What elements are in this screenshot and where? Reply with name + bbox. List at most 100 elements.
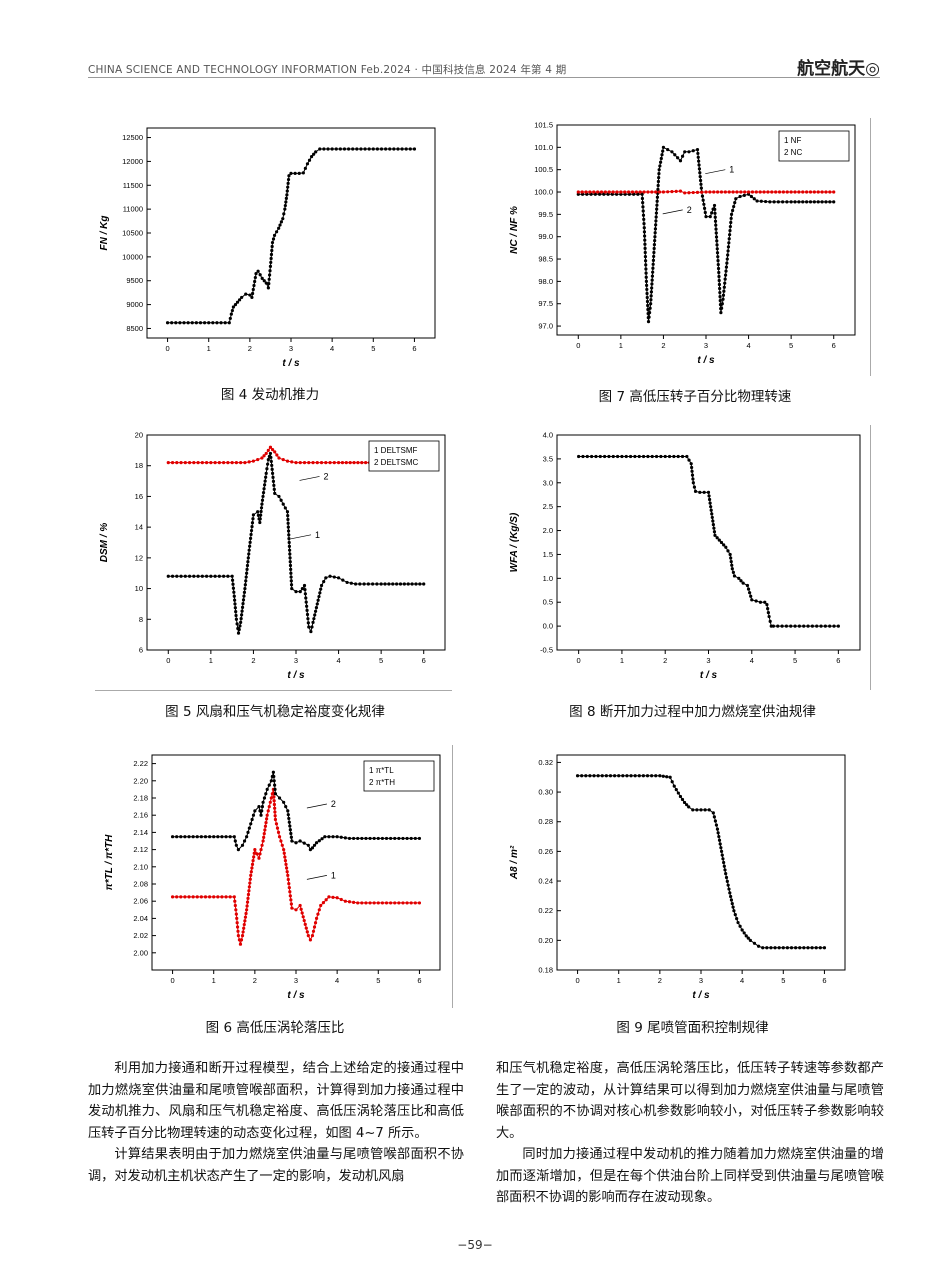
y-tick-label: 1.0 bbox=[543, 574, 553, 583]
data-point bbox=[762, 190, 766, 194]
data-point bbox=[264, 820, 268, 825]
data-point bbox=[268, 451, 273, 456]
annotation-label: 2 bbox=[331, 799, 336, 809]
data-point bbox=[318, 147, 322, 151]
data-point bbox=[275, 230, 279, 234]
data-point bbox=[265, 817, 269, 821]
data-point bbox=[720, 306, 724, 310]
data-point bbox=[305, 930, 309, 934]
x-tick-label: 1 bbox=[617, 976, 621, 985]
data-point bbox=[258, 517, 262, 521]
data-point bbox=[267, 783, 271, 787]
data-point bbox=[245, 908, 249, 912]
data-point bbox=[777, 190, 782, 194]
data-point bbox=[733, 201, 737, 205]
data-point bbox=[695, 808, 699, 812]
data-point bbox=[288, 894, 292, 898]
data-point bbox=[785, 946, 789, 950]
data-point bbox=[776, 200, 780, 204]
data-point bbox=[239, 620, 243, 624]
data-point bbox=[729, 220, 733, 225]
data-point bbox=[597, 192, 602, 196]
x-tick-label: 2 bbox=[661, 341, 665, 350]
data-point bbox=[715, 247, 719, 251]
data-point bbox=[768, 619, 772, 623]
data-point bbox=[257, 805, 261, 809]
data-point bbox=[712, 530, 717, 534]
data-point bbox=[256, 269, 260, 273]
data-point bbox=[229, 312, 233, 316]
annotation-label: 1 bbox=[331, 870, 336, 880]
x-tick-label: 4 bbox=[740, 976, 744, 985]
data-point bbox=[714, 823, 719, 827]
data-point bbox=[198, 321, 203, 325]
data-point bbox=[288, 828, 292, 832]
data-point bbox=[231, 582, 235, 586]
data-point bbox=[304, 600, 308, 604]
data-point bbox=[340, 461, 345, 465]
data-point bbox=[728, 552, 732, 557]
data-point bbox=[765, 603, 769, 607]
data-point bbox=[356, 461, 360, 465]
data-point bbox=[343, 836, 347, 840]
data-point bbox=[643, 255, 648, 259]
x-tick-label: 4 bbox=[330, 344, 334, 353]
data-point bbox=[767, 614, 771, 619]
data-point bbox=[363, 147, 367, 151]
data-point bbox=[672, 454, 676, 459]
data-point bbox=[726, 253, 730, 257]
data-point bbox=[301, 915, 305, 919]
chart-fig4: 0 1 2 3 4 5 6 8500 9000 9500 10000 10500 11000 11500 1… bbox=[95, 118, 445, 378]
data-point bbox=[231, 305, 235, 309]
legend-entry: 2 DELTSMC bbox=[374, 458, 419, 467]
data-point bbox=[728, 224, 732, 229]
data-point bbox=[784, 624, 789, 628]
y-tick-label: 8 bbox=[139, 615, 143, 624]
data-point bbox=[285, 510, 290, 514]
data-point bbox=[222, 461, 226, 465]
data-point bbox=[310, 934, 315, 938]
data-point bbox=[242, 594, 246, 598]
data-point bbox=[283, 207, 287, 211]
data-point bbox=[262, 832, 266, 836]
data-point bbox=[581, 454, 585, 459]
data-point bbox=[697, 159, 701, 163]
x-tick-label: 6 bbox=[417, 976, 421, 985]
data-point bbox=[240, 605, 245, 609]
data-point bbox=[816, 190, 820, 194]
y-tick-label: 101.0 bbox=[534, 143, 553, 152]
data-point bbox=[324, 576, 328, 580]
y-axis-label: FN / Kg bbox=[99, 216, 110, 251]
data-point bbox=[294, 590, 298, 594]
data-point bbox=[704, 190, 708, 194]
data-point bbox=[729, 556, 733, 560]
data-point bbox=[316, 598, 320, 602]
data-point bbox=[272, 779, 276, 783]
chart-svg: 0 1 2 3 4 5 6 -0.5 0.0 0.5 1.0 1.5 2.0 2.5 3.0 3.5 4.0 t … bbox=[509, 431, 861, 681]
data-point bbox=[364, 901, 368, 905]
data-point bbox=[277, 494, 281, 499]
annotation-leader bbox=[299, 476, 320, 481]
data-point bbox=[646, 190, 650, 194]
data-point bbox=[339, 835, 343, 839]
data-point bbox=[243, 919, 247, 923]
data-point bbox=[797, 624, 801, 628]
data-point bbox=[251, 513, 256, 517]
data-point bbox=[338, 147, 342, 151]
data-point bbox=[712, 815, 716, 819]
caption-fig6: 图 6 高低压涡轮落压比 bbox=[205, 1020, 345, 1036]
y-axis-label: DSM / % bbox=[99, 523, 110, 563]
chart-svg: 0 1 2 3 4 5 6 0.18 0.20 0.22 0.24 0.26 0.28 0.30 0.32 t… bbox=[509, 754, 846, 1001]
data-point bbox=[404, 147, 408, 151]
x-tick-label: 5 bbox=[379, 656, 383, 665]
data-point bbox=[717, 278, 721, 283]
data-point bbox=[393, 901, 397, 905]
data-point bbox=[661, 190, 666, 194]
data-point bbox=[717, 274, 721, 279]
data-point bbox=[646, 454, 650, 459]
x-tick-label: 2 bbox=[658, 976, 662, 985]
data-point bbox=[806, 624, 810, 628]
data-point bbox=[680, 154, 685, 158]
data-point bbox=[384, 836, 389, 841]
